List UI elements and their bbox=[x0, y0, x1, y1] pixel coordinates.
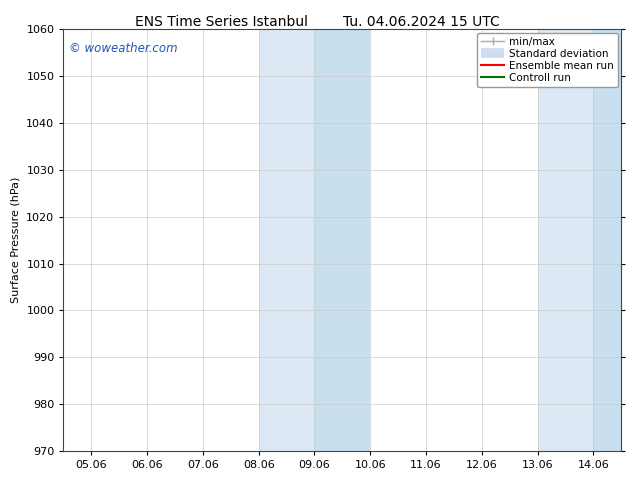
Bar bbox=[314, 29, 370, 451]
Text: © woweather.com: © woweather.com bbox=[69, 42, 178, 55]
Bar bbox=[538, 29, 593, 451]
Y-axis label: Surface Pressure (hPa): Surface Pressure (hPa) bbox=[11, 177, 21, 303]
Text: ENS Time Series Istanbul        Tu. 04.06.2024 15 UTC: ENS Time Series Istanbul Tu. 04.06.2024 … bbox=[134, 15, 500, 29]
Bar bbox=[259, 29, 314, 451]
Bar bbox=[593, 29, 621, 451]
Legend: min/max, Standard deviation, Ensemble mean run, Controll run: min/max, Standard deviation, Ensemble me… bbox=[477, 32, 618, 87]
